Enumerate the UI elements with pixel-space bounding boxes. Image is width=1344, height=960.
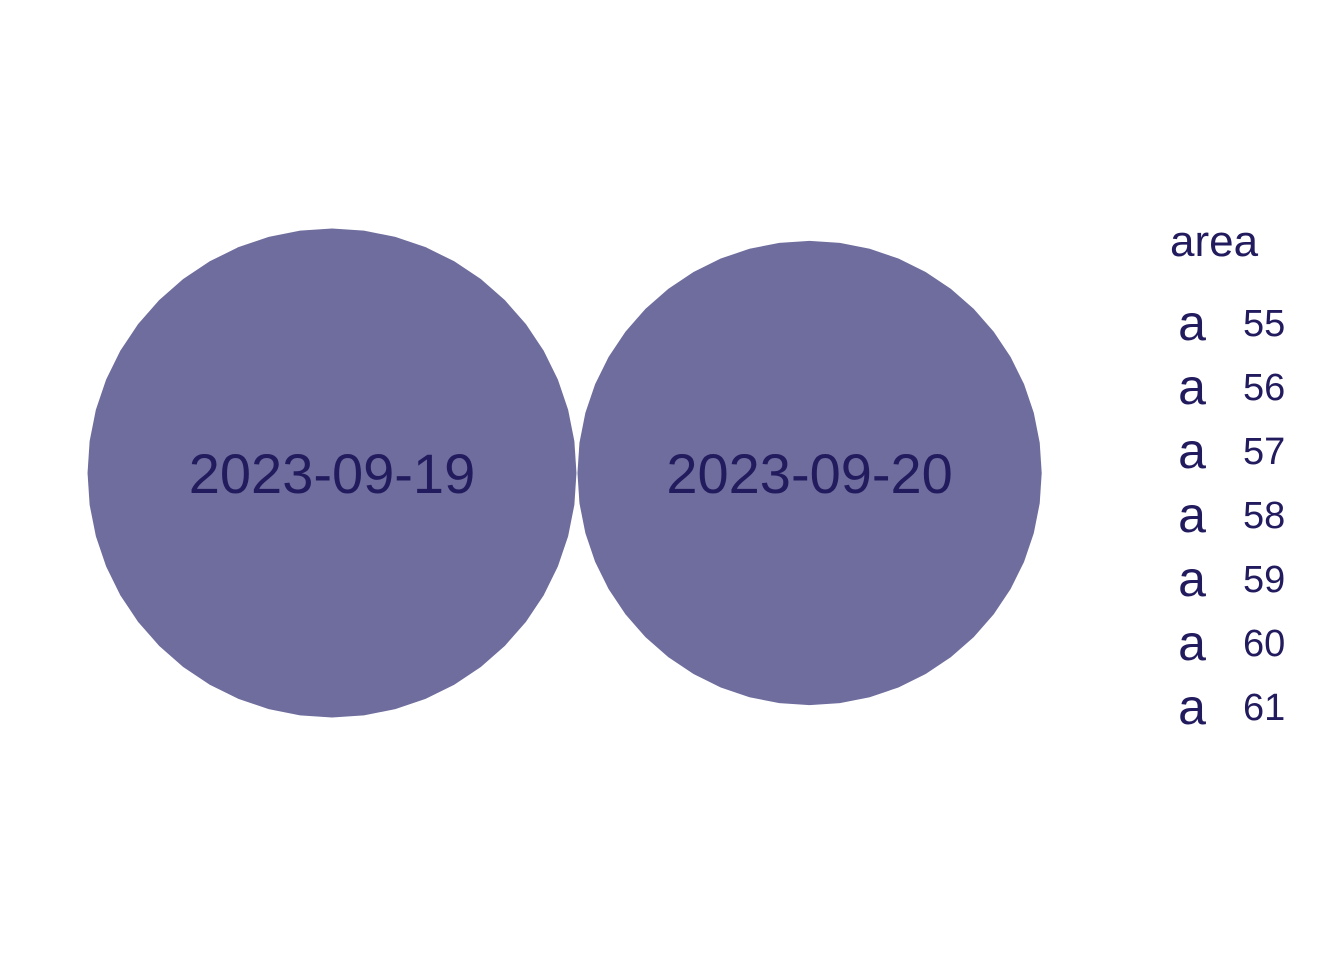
legend-key-glyph: a xyxy=(1178,615,1206,671)
bubble-circle xyxy=(87,228,577,718)
legend-item-58: a 58 xyxy=(1178,487,1285,543)
legend-title: area xyxy=(1170,217,1259,266)
legend-label: 61 xyxy=(1243,687,1285,729)
bubble-2023-09-20: 2023-09-20 xyxy=(577,240,1042,706)
legend-label: 59 xyxy=(1243,559,1285,601)
bubble-circle xyxy=(577,240,1042,706)
legend-key-glyph: a xyxy=(1178,679,1206,735)
bubble-layer: 2023-09-19 2023-09-20 xyxy=(87,228,1042,718)
legend-items: a 55 a 56 a 57 a 58 a 59 a 60 a 61 xyxy=(1178,295,1285,735)
bubble-label: 2023-09-20 xyxy=(666,442,952,505)
bubble-2023-09-19: 2023-09-19 xyxy=(87,228,577,718)
bubble-label: 2023-09-19 xyxy=(189,442,475,505)
legend-label: 57 xyxy=(1243,431,1285,473)
legend-item-57: a 57 xyxy=(1178,423,1285,479)
legend-label: 55 xyxy=(1243,303,1285,345)
legend-item-55: a 55 xyxy=(1178,295,1285,351)
legend-item-59: a 59 xyxy=(1178,551,1285,607)
legend-label: 60 xyxy=(1243,623,1285,665)
legend-key-glyph: a xyxy=(1178,487,1206,543)
legend-item-60: a 60 xyxy=(1178,615,1285,671)
legend-key-glyph: a xyxy=(1178,423,1206,479)
legend-label: 58 xyxy=(1243,495,1285,537)
legend: area a 55 a 56 a 57 a 58 a 59 a 60 a 61 xyxy=(1170,217,1285,735)
legend-item-56: a 56 xyxy=(1178,359,1285,415)
legend-key-glyph: a xyxy=(1178,295,1206,351)
legend-key-glyph: a xyxy=(1178,359,1206,415)
legend-key-glyph: a xyxy=(1178,551,1206,607)
legend-item-61: a 61 xyxy=(1178,679,1285,735)
legend-label: 56 xyxy=(1243,367,1285,409)
